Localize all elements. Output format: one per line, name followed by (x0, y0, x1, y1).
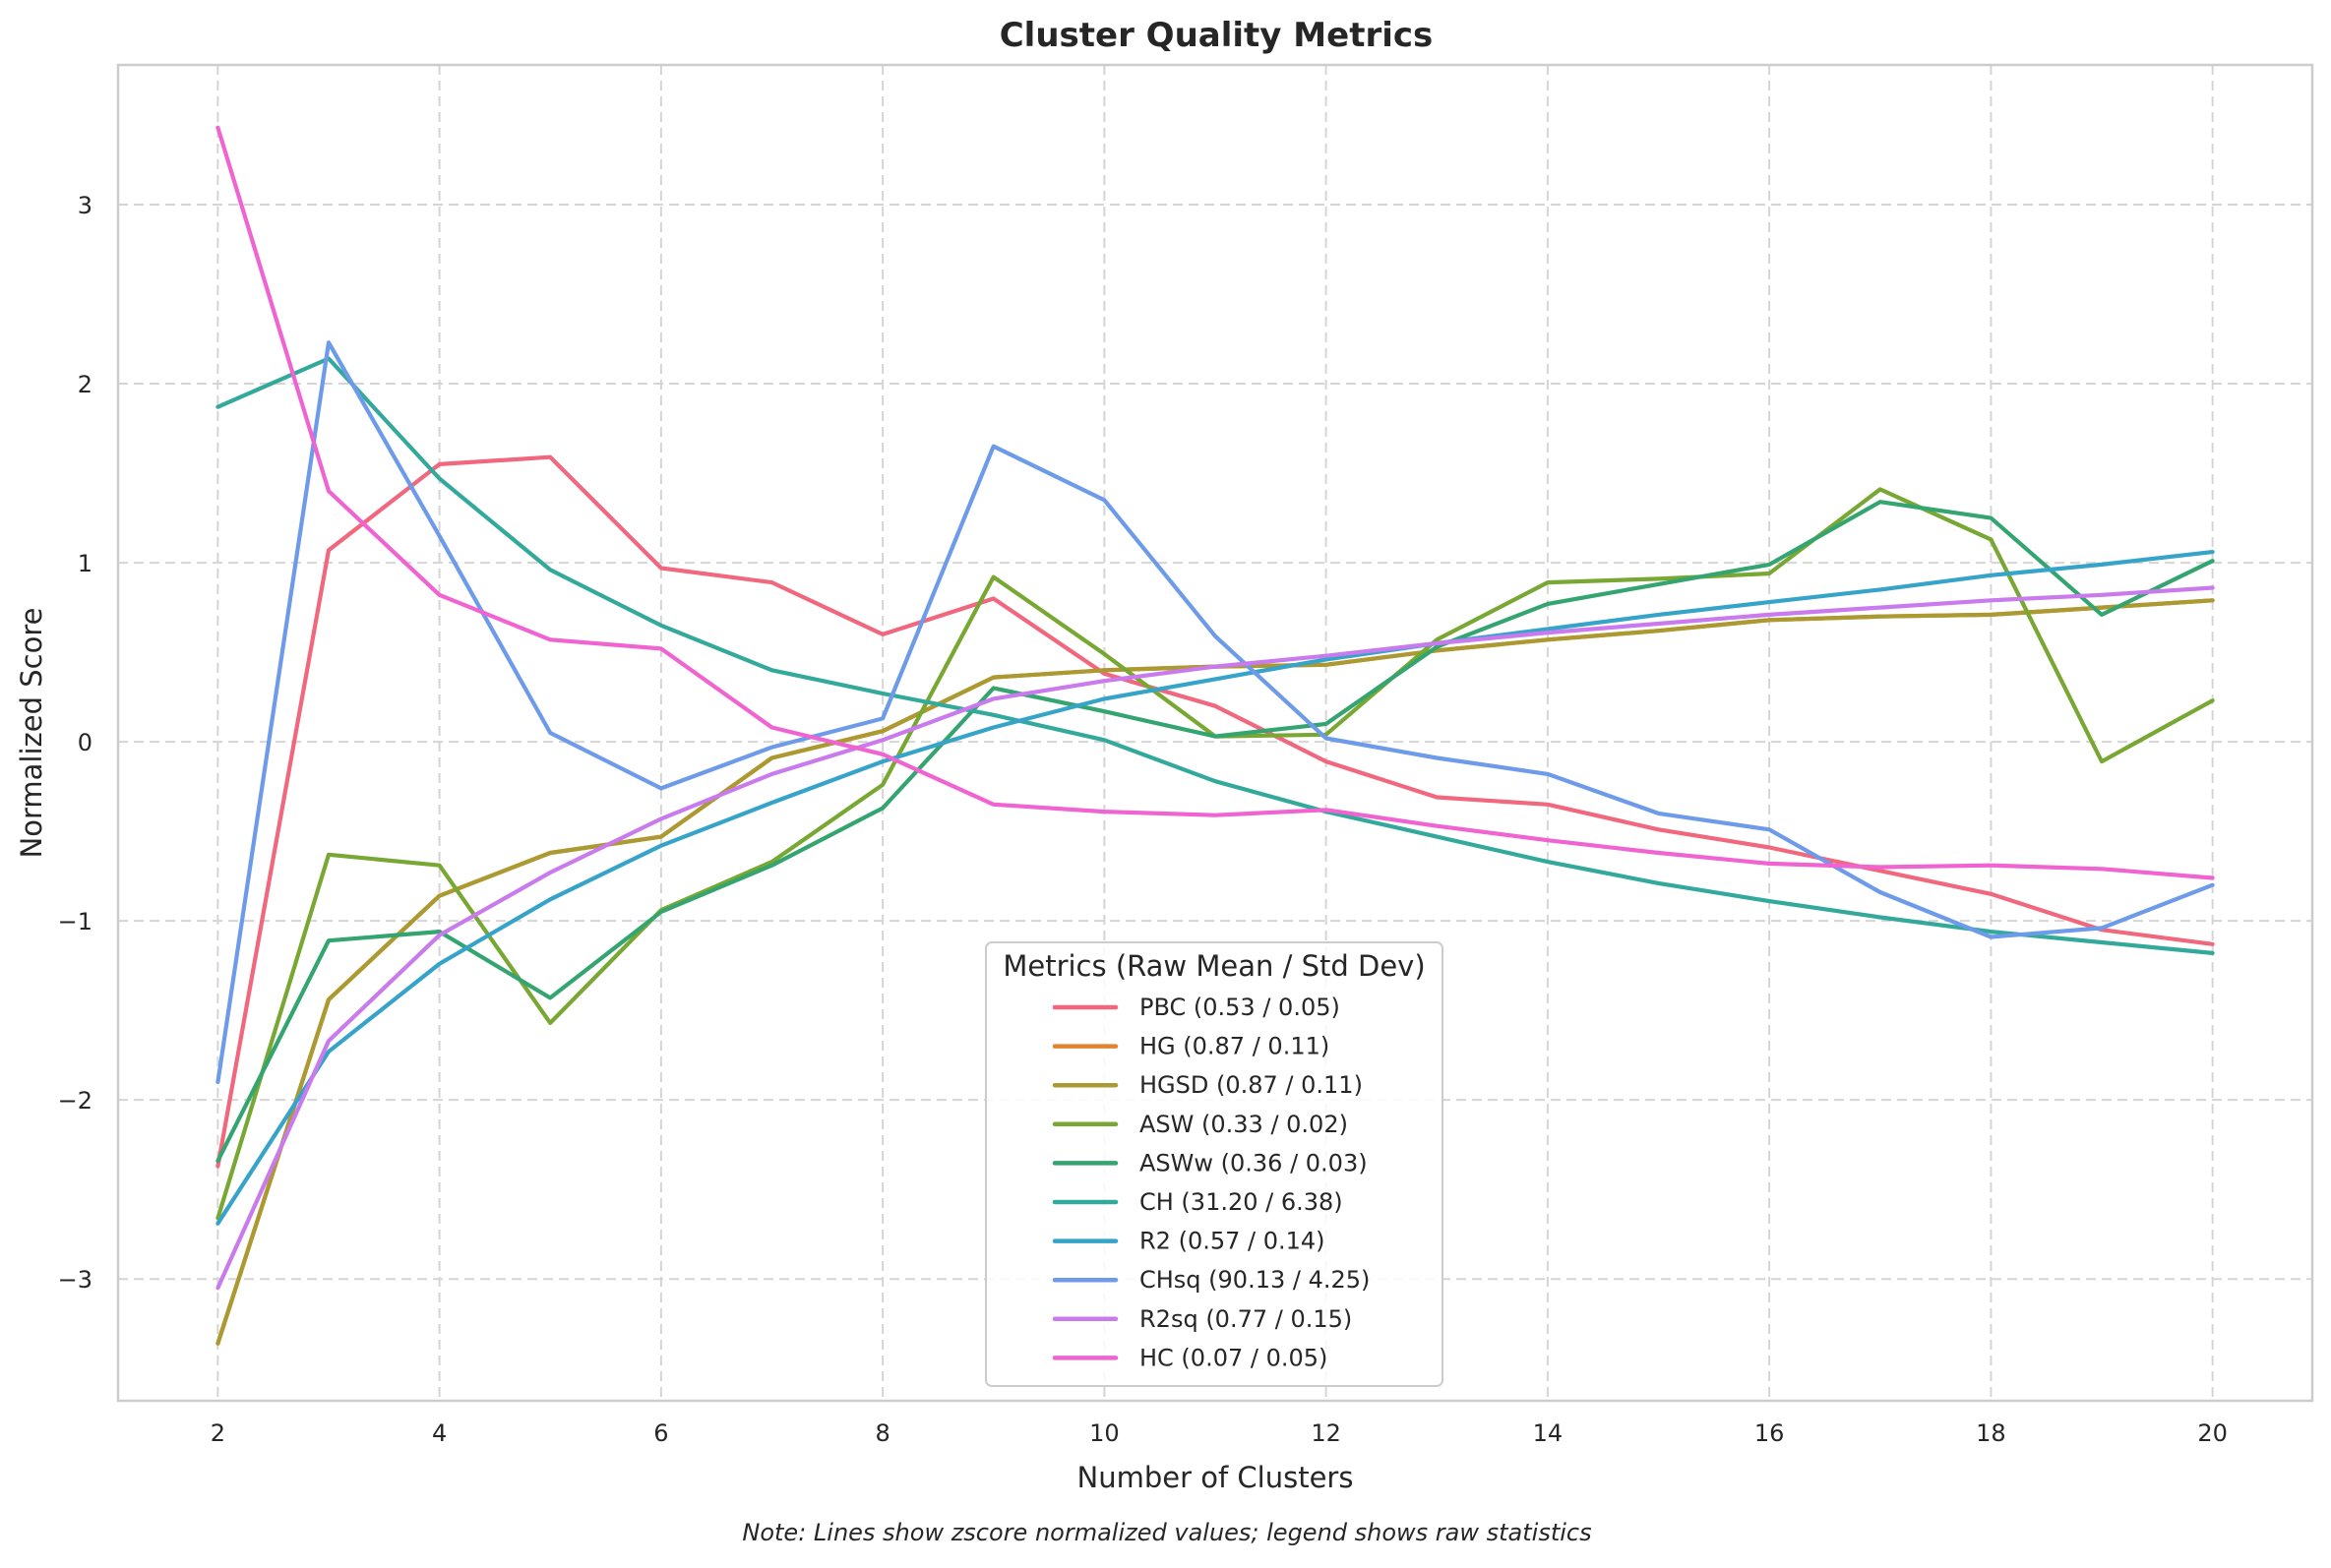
x-tick-label: 18 (1976, 1419, 2006, 1447)
series-line-ch (215, 356, 2215, 956)
legend-title: Metrics (Raw Mean / Std Dev) (1003, 949, 1425, 983)
series-line-asww (215, 500, 2215, 1164)
legend: Metrics (Raw Mean / Std Dev) PBC (0.53 /… (985, 941, 1443, 1387)
y-tick-label: −1 (58, 908, 92, 935)
chart-title: Cluster Quality Metrics (1000, 16, 1434, 55)
x-tick-label: 10 (1089, 1419, 1120, 1447)
x-tick-labels: 2 4 6 8 10 12 14 16 18 20 (211, 1419, 2228, 1447)
series-line-pbc (215, 454, 2215, 1169)
x-tick-label: 2 (211, 1419, 225, 1447)
series-line-r2sq (215, 585, 2215, 1291)
legend-label-ch: CH (31.20 / 6.38) (1139, 1188, 1343, 1216)
series-line-hc (215, 125, 2215, 880)
y-tick-labels: −3 −2 −1 0 1 2 3 (58, 192, 92, 1294)
legend-label-asw: ASW (0.33 / 0.02) (1139, 1111, 1348, 1138)
series-lines (215, 125, 2215, 1346)
x-tick-label: 8 (875, 1419, 889, 1447)
x-tick-label: 16 (1754, 1419, 1785, 1447)
legend-label-r2sq: R2sq (0.77 / 0.15) (1139, 1305, 1352, 1333)
series-line-chsq (215, 340, 2215, 1085)
x-tick-label: 20 (2197, 1419, 2228, 1447)
y-tick-label: 1 (78, 550, 92, 577)
x-tick-label: 6 (653, 1419, 668, 1447)
y-tick-label: 3 (78, 192, 92, 219)
legend-label-hgsd: HGSD (0.87 / 0.11) (1139, 1071, 1363, 1099)
legend-label-hg: HG (0.87 / 0.11) (1139, 1033, 1329, 1060)
legend-items: PBC (0.53 / 0.05) HG (0.87 / 0.11) HGSD (0… (1052, 994, 1370, 1371)
legend-label-r2: R2 (0.57 / 0.14) (1139, 1228, 1325, 1255)
x-axis-label: Number of Clusters (1077, 1461, 1354, 1494)
legend-label-asww: ASWw (0.36 / 0.03) (1139, 1149, 1368, 1176)
chart-note: Note: Lines show zscore normalized value… (742, 1519, 1591, 1546)
legend-label-pbc: PBC (0.53 / 0.05) (1139, 994, 1340, 1021)
y-tick-label: 2 (78, 371, 92, 398)
y-tick-label: −3 (58, 1266, 92, 1294)
plot-frame (116, 63, 2314, 1403)
x-tick-label: 12 (1311, 1419, 1341, 1447)
x-tick-label: 14 (1533, 1419, 1564, 1447)
series-line-r2 (215, 549, 2215, 1226)
legend-label-chsq: CHsq (90.13 / 4.25) (1139, 1266, 1370, 1294)
x-tick-label: 4 (432, 1419, 447, 1447)
legend-box (985, 941, 1443, 1387)
legend-label-hc: HC (0.07 / 0.05) (1139, 1344, 1327, 1371)
y-tick-label: −2 (58, 1087, 92, 1115)
y-tick-label: 0 (78, 729, 92, 756)
y-axis-label: Normalized Score (15, 608, 48, 859)
